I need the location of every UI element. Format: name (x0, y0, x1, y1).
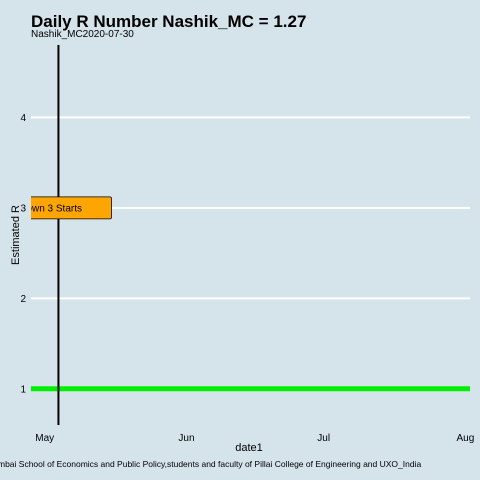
y-tick-label: 4 (20, 113, 26, 124)
y-axis-label: Estimated R (10, 205, 22, 265)
y-tick-label: 3 (20, 203, 26, 214)
plot-area: 1 2 3 4 May Jun Jul Aug down 3 Starts (20, 45, 475, 444)
x-tick-label: May (35, 433, 54, 444)
x-axis-label: date1 (235, 442, 263, 454)
y-tick-label: 2 (20, 294, 26, 305)
x-tick-label: Aug (457, 433, 475, 444)
x-tick-label: Jun (178, 433, 194, 444)
y-tick-label: 1 (20, 384, 26, 395)
annotation-box (31, 196, 112, 220)
x-tick-label: Jul (317, 433, 330, 444)
annotation-label: down 3 Starts (21, 203, 82, 214)
chart-subtitle: Nashik_MC2020-07-30 (31, 29, 134, 40)
chart-caption: mbai School of Economics and Public Poli… (0, 459, 421, 469)
chart-title: Daily R Number Nashik_MC = 1.27 (31, 12, 306, 31)
annotation: down 3 Starts (21, 196, 112, 220)
